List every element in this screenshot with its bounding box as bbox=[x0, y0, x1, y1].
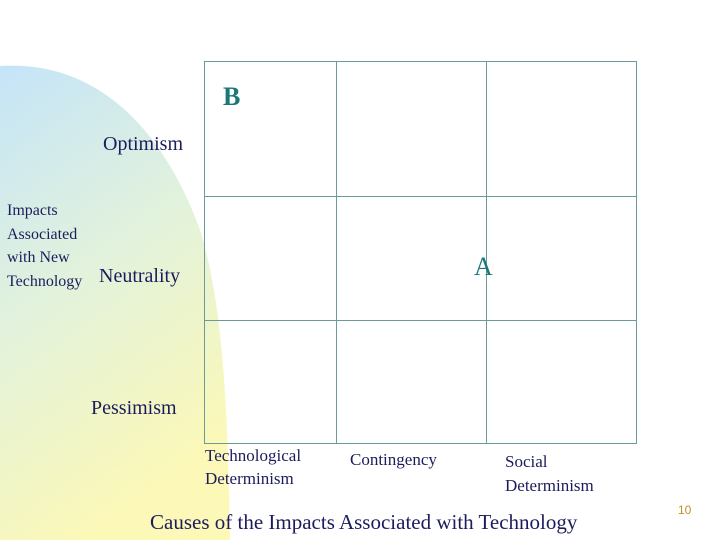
grid-cell bbox=[486, 320, 637, 444]
label-b: B bbox=[223, 82, 241, 111]
grid-cell bbox=[336, 61, 487, 197]
row-label: Optimism bbox=[103, 133, 184, 155]
grid-cell bbox=[204, 320, 337, 444]
row-label: Pessimism bbox=[91, 397, 177, 419]
row-label: Neutrality bbox=[99, 265, 181, 287]
page-number: 10 bbox=[678, 503, 692, 517]
column-label: Technological Determinism bbox=[205, 446, 302, 488]
row-axis-title: Impacts Associated with New Technology bbox=[7, 202, 83, 290]
column-axis-title: Causes of the Impacts Associated with Te… bbox=[150, 510, 578, 534]
grid-cell bbox=[486, 61, 637, 197]
grid-cell bbox=[486, 196, 637, 321]
grid-cell bbox=[204, 196, 337, 321]
grid-cell bbox=[336, 196, 487, 321]
label-a: A bbox=[474, 252, 493, 281]
grid-cell bbox=[336, 320, 487, 444]
column-label: Contingency bbox=[350, 450, 437, 469]
column-label: Social Determinism bbox=[505, 452, 594, 495]
